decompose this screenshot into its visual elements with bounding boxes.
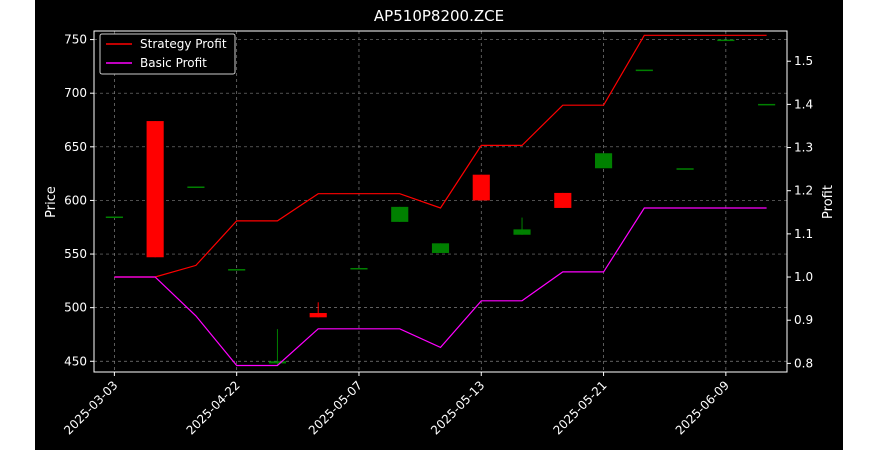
candle-body xyxy=(309,313,327,318)
y-right-tick-label: 1.2 xyxy=(794,184,813,198)
candle-body xyxy=(105,216,123,219)
figure-background xyxy=(35,0,843,450)
y-left-tick-label: 700 xyxy=(64,86,87,100)
candle-body xyxy=(228,269,246,271)
candle-body xyxy=(187,186,205,188)
y-right-tick-label: 0.9 xyxy=(794,313,813,327)
profit-lines xyxy=(114,34,767,367)
legend-box xyxy=(99,33,236,75)
series-line xyxy=(114,207,767,367)
candle-body xyxy=(391,206,409,222)
legend: Strategy Profit Basic Profit xyxy=(99,33,236,75)
y-right-tick-label: 1.0 xyxy=(794,270,813,284)
candle-body xyxy=(758,103,776,106)
candle-body xyxy=(676,168,694,170)
legend-label-strategy: Strategy Profit xyxy=(140,37,227,51)
candle-body xyxy=(431,243,450,253)
chart-title: AP510P8200.ZCE xyxy=(374,7,504,25)
candle-body xyxy=(146,121,164,258)
y-left-tick-label: 650 xyxy=(64,140,87,154)
y-axis-left-label: Price xyxy=(44,186,59,218)
candlestick-series xyxy=(105,39,776,366)
candle-body xyxy=(350,267,368,270)
candle-body xyxy=(717,39,735,42)
candle-body xyxy=(268,361,287,364)
y-left-tick-label: 500 xyxy=(64,301,87,315)
plot-frame xyxy=(93,30,788,373)
y-right-tick-label: 1.4 xyxy=(794,97,813,111)
grid-lines xyxy=(94,31,787,372)
y-left-tick-label: 600 xyxy=(64,193,87,207)
y-axis-right-label: Profit xyxy=(821,185,836,219)
candle-body xyxy=(513,229,531,235)
legend-label-basic: Basic Profit xyxy=(140,56,207,70)
y-right-tick-label: 1.3 xyxy=(794,141,813,155)
y-left-tick-label: 450 xyxy=(64,354,87,368)
y-right-tick-label: 1.5 xyxy=(794,54,813,68)
series-line xyxy=(114,34,767,278)
y-left-tick-label: 550 xyxy=(64,247,87,261)
candle-body xyxy=(594,153,613,169)
y-right-tick-label: 1.1 xyxy=(794,227,813,241)
candle-body xyxy=(554,192,572,208)
candle-body xyxy=(635,69,653,72)
y-right-tick-label: 0.8 xyxy=(794,356,813,370)
y-left-tick-label: 750 xyxy=(64,33,87,47)
candle-body xyxy=(472,174,490,201)
